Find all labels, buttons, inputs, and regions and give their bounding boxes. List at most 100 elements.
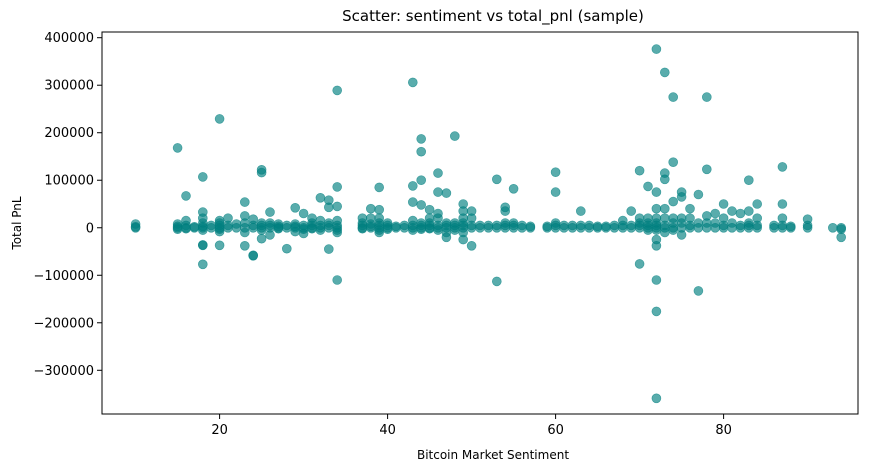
x-tick-label: 80	[715, 423, 732, 438]
data-point	[634, 165, 645, 176]
data-point	[130, 223, 141, 233]
data-point	[651, 275, 662, 285]
y-tick-label: −200000	[33, 316, 94, 331]
data-point	[559, 223, 569, 233]
data-point	[441, 188, 452, 198]
data-point	[836, 232, 847, 243]
data-point	[743, 223, 754, 233]
data-point	[601, 223, 611, 233]
data-point	[231, 223, 242, 233]
data-point	[651, 225, 662, 235]
data-point	[693, 189, 704, 200]
data-point	[332, 182, 343, 192]
data-point	[265, 230, 275, 240]
data-point	[441, 232, 452, 243]
data-point	[181, 191, 191, 201]
data-point	[189, 223, 200, 233]
data-point	[718, 223, 729, 233]
data-point	[693, 286, 704, 296]
data-point	[575, 206, 586, 216]
data-point	[542, 223, 553, 233]
data-point	[668, 196, 679, 207]
data-point	[281, 223, 292, 233]
data-point	[256, 225, 267, 235]
data-point	[206, 223, 216, 233]
data-point	[491, 223, 502, 233]
y-tick-label: 200000	[44, 126, 94, 141]
y-axis-label: Total PnL	[10, 196, 24, 250]
data-point	[172, 143, 183, 153]
data-point	[508, 184, 519, 194]
data-point	[214, 114, 225, 124]
data-point	[323, 244, 334, 254]
data-point	[332, 227, 343, 238]
y-tick-label: 100000	[44, 174, 94, 189]
data-point	[382, 224, 393, 234]
chart-title: Scatter: sentiment vs total_pnl (sample)	[342, 7, 644, 26]
data-point	[315, 193, 326, 203]
data-point	[458, 234, 469, 245]
data-point	[735, 223, 746, 233]
data-point	[416, 224, 427, 234]
data-point	[701, 92, 712, 102]
data-point	[240, 241, 250, 251]
data-point	[769, 223, 779, 233]
data-point	[424, 223, 435, 234]
data-point	[357, 223, 368, 234]
data-point	[273, 223, 284, 234]
data-point	[332, 85, 343, 96]
x-axis-ticks: 20 40 60 80	[211, 414, 732, 438]
data-point	[643, 181, 653, 192]
data-point	[240, 197, 250, 207]
data-point	[517, 223, 527, 233]
data-point	[374, 182, 385, 193]
data-point	[626, 223, 637, 233]
data-point	[500, 206, 511, 216]
data-point	[643, 225, 653, 235]
data-point	[584, 223, 595, 233]
data-point	[718, 199, 729, 209]
data-point	[575, 223, 586, 233]
data-point	[634, 259, 645, 269]
data-point	[365, 203, 376, 214]
data-point	[433, 225, 443, 235]
data-point	[710, 223, 721, 233]
data-point	[214, 226, 225, 237]
data-point	[332, 201, 343, 212]
data-point	[433, 187, 443, 197]
plot-frame	[101, 31, 859, 415]
data-point	[651, 187, 662, 197]
data-point	[827, 223, 838, 233]
data-point	[659, 227, 670, 238]
data-point	[727, 223, 737, 233]
data-point	[248, 251, 258, 261]
data-point	[332, 275, 343, 285]
data-point	[483, 223, 494, 233]
data-point	[752, 199, 763, 209]
data-point	[659, 174, 670, 185]
data-point	[466, 241, 477, 251]
data-point	[491, 276, 502, 287]
data-point	[290, 226, 301, 237]
y-tick-label: −100000	[33, 269, 94, 284]
data-point	[626, 206, 637, 216]
data-point	[391, 223, 401, 233]
data-point	[298, 208, 309, 219]
data-points	[130, 44, 847, 404]
data-point	[256, 167, 267, 178]
data-point	[214, 240, 225, 251]
data-point	[735, 208, 746, 219]
data-point	[651, 393, 662, 404]
data-point	[315, 225, 326, 235]
data-point	[198, 172, 208, 182]
data-point	[676, 192, 687, 202]
data-point	[449, 225, 460, 235]
x-tick-label: 40	[379, 423, 396, 438]
data-point	[256, 233, 267, 244]
data-point	[407, 77, 418, 88]
data-point	[525, 223, 536, 233]
data-point	[550, 167, 561, 177]
data-point	[777, 162, 788, 172]
y-tick-label: 400000	[44, 31, 94, 46]
data-point	[668, 225, 679, 235]
